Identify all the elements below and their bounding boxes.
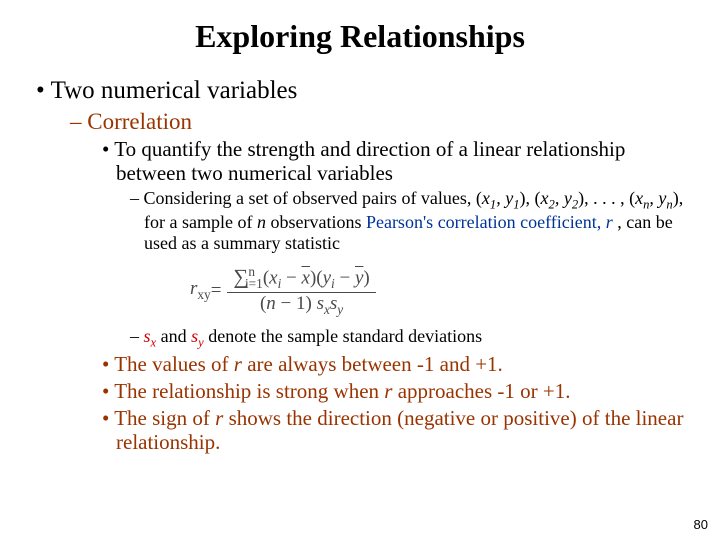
bullet-marker: • [36, 77, 45, 104]
formula-lhs: rxy [190, 278, 211, 303]
and: and [156, 326, 191, 346]
fraction: ∑ni=1(xi − x)(yi − y) (n − 1) sxsy [227, 264, 375, 318]
dash-marker: – [130, 326, 139, 346]
bullet-text: Two numerical variables [51, 77, 298, 104]
sx: sx [144, 326, 157, 346]
pre: The sign of [114, 406, 215, 430]
bullet-level3-values: • The values of r are always between -1 … [102, 352, 690, 376]
var-r: r [606, 212, 613, 232]
dash-marker: – [70, 109, 82, 134]
formula-correlation: rxy = ∑ni=1(xi − x)(yi − y) (n − 1) sxsy [190, 264, 690, 318]
rest: denote the sample standard deviations [204, 326, 482, 346]
post: approaches -1 or +1. [392, 379, 570, 403]
bullet-marker: • [102, 406, 109, 430]
dash-marker: – [130, 188, 139, 208]
bullet-level3-strong: • The relationship is strong when r appr… [102, 379, 690, 403]
slide-title: Exploring Relationships [30, 18, 690, 55]
dots: . . . , ( [593, 188, 635, 208]
denominator: (n − 1) sxsy [254, 293, 349, 318]
page-number: 80 [694, 517, 708, 532]
post2: observations [266, 212, 366, 232]
bullet-marker: • [102, 352, 109, 376]
pearson-label: Pearson's correlation coefficient, [366, 212, 606, 232]
bullet-level3-quantify: • To quantify the strength and direction… [102, 137, 690, 185]
text-pre: Considering a set of observed pairs of v… [144, 188, 482, 208]
var-x2: x [541, 188, 549, 208]
bullet-level4-considering: – Considering a set of observed pairs of… [130, 188, 690, 253]
var-x: x [482, 188, 490, 208]
var-r: r [234, 352, 242, 376]
numerator: ∑ni=1(xi − x)(yi − y) [227, 264, 375, 292]
sy: sy [191, 326, 204, 346]
comma: , [496, 188, 505, 208]
bullet-text: To quantify the strength and direction o… [114, 137, 625, 185]
bullet-level1: • Two numerical variables [36, 77, 690, 105]
var-n: n [257, 212, 266, 232]
bullet-level3-sign: • The sign of r shows the direction (neg… [102, 406, 690, 454]
bullet-level4-sx-sy: – sx and sy denote the sample standard d… [130, 326, 690, 350]
close2: ), [578, 188, 593, 208]
equals: = [211, 280, 222, 302]
close: ), [520, 188, 535, 208]
bullet-marker: • [102, 379, 109, 403]
bullet-text: Correlation [87, 109, 192, 134]
pre: The values of [114, 352, 234, 376]
var-y2: y [564, 188, 572, 208]
bullet-level2-correlation: – Correlation [70, 109, 690, 135]
var-xn: x [635, 188, 643, 208]
bullet-marker: • [102, 137, 109, 161]
comma2: , [555, 188, 564, 208]
post: are always between -1 and +1. [242, 352, 503, 376]
pre: The relationship is strong when [114, 379, 384, 403]
